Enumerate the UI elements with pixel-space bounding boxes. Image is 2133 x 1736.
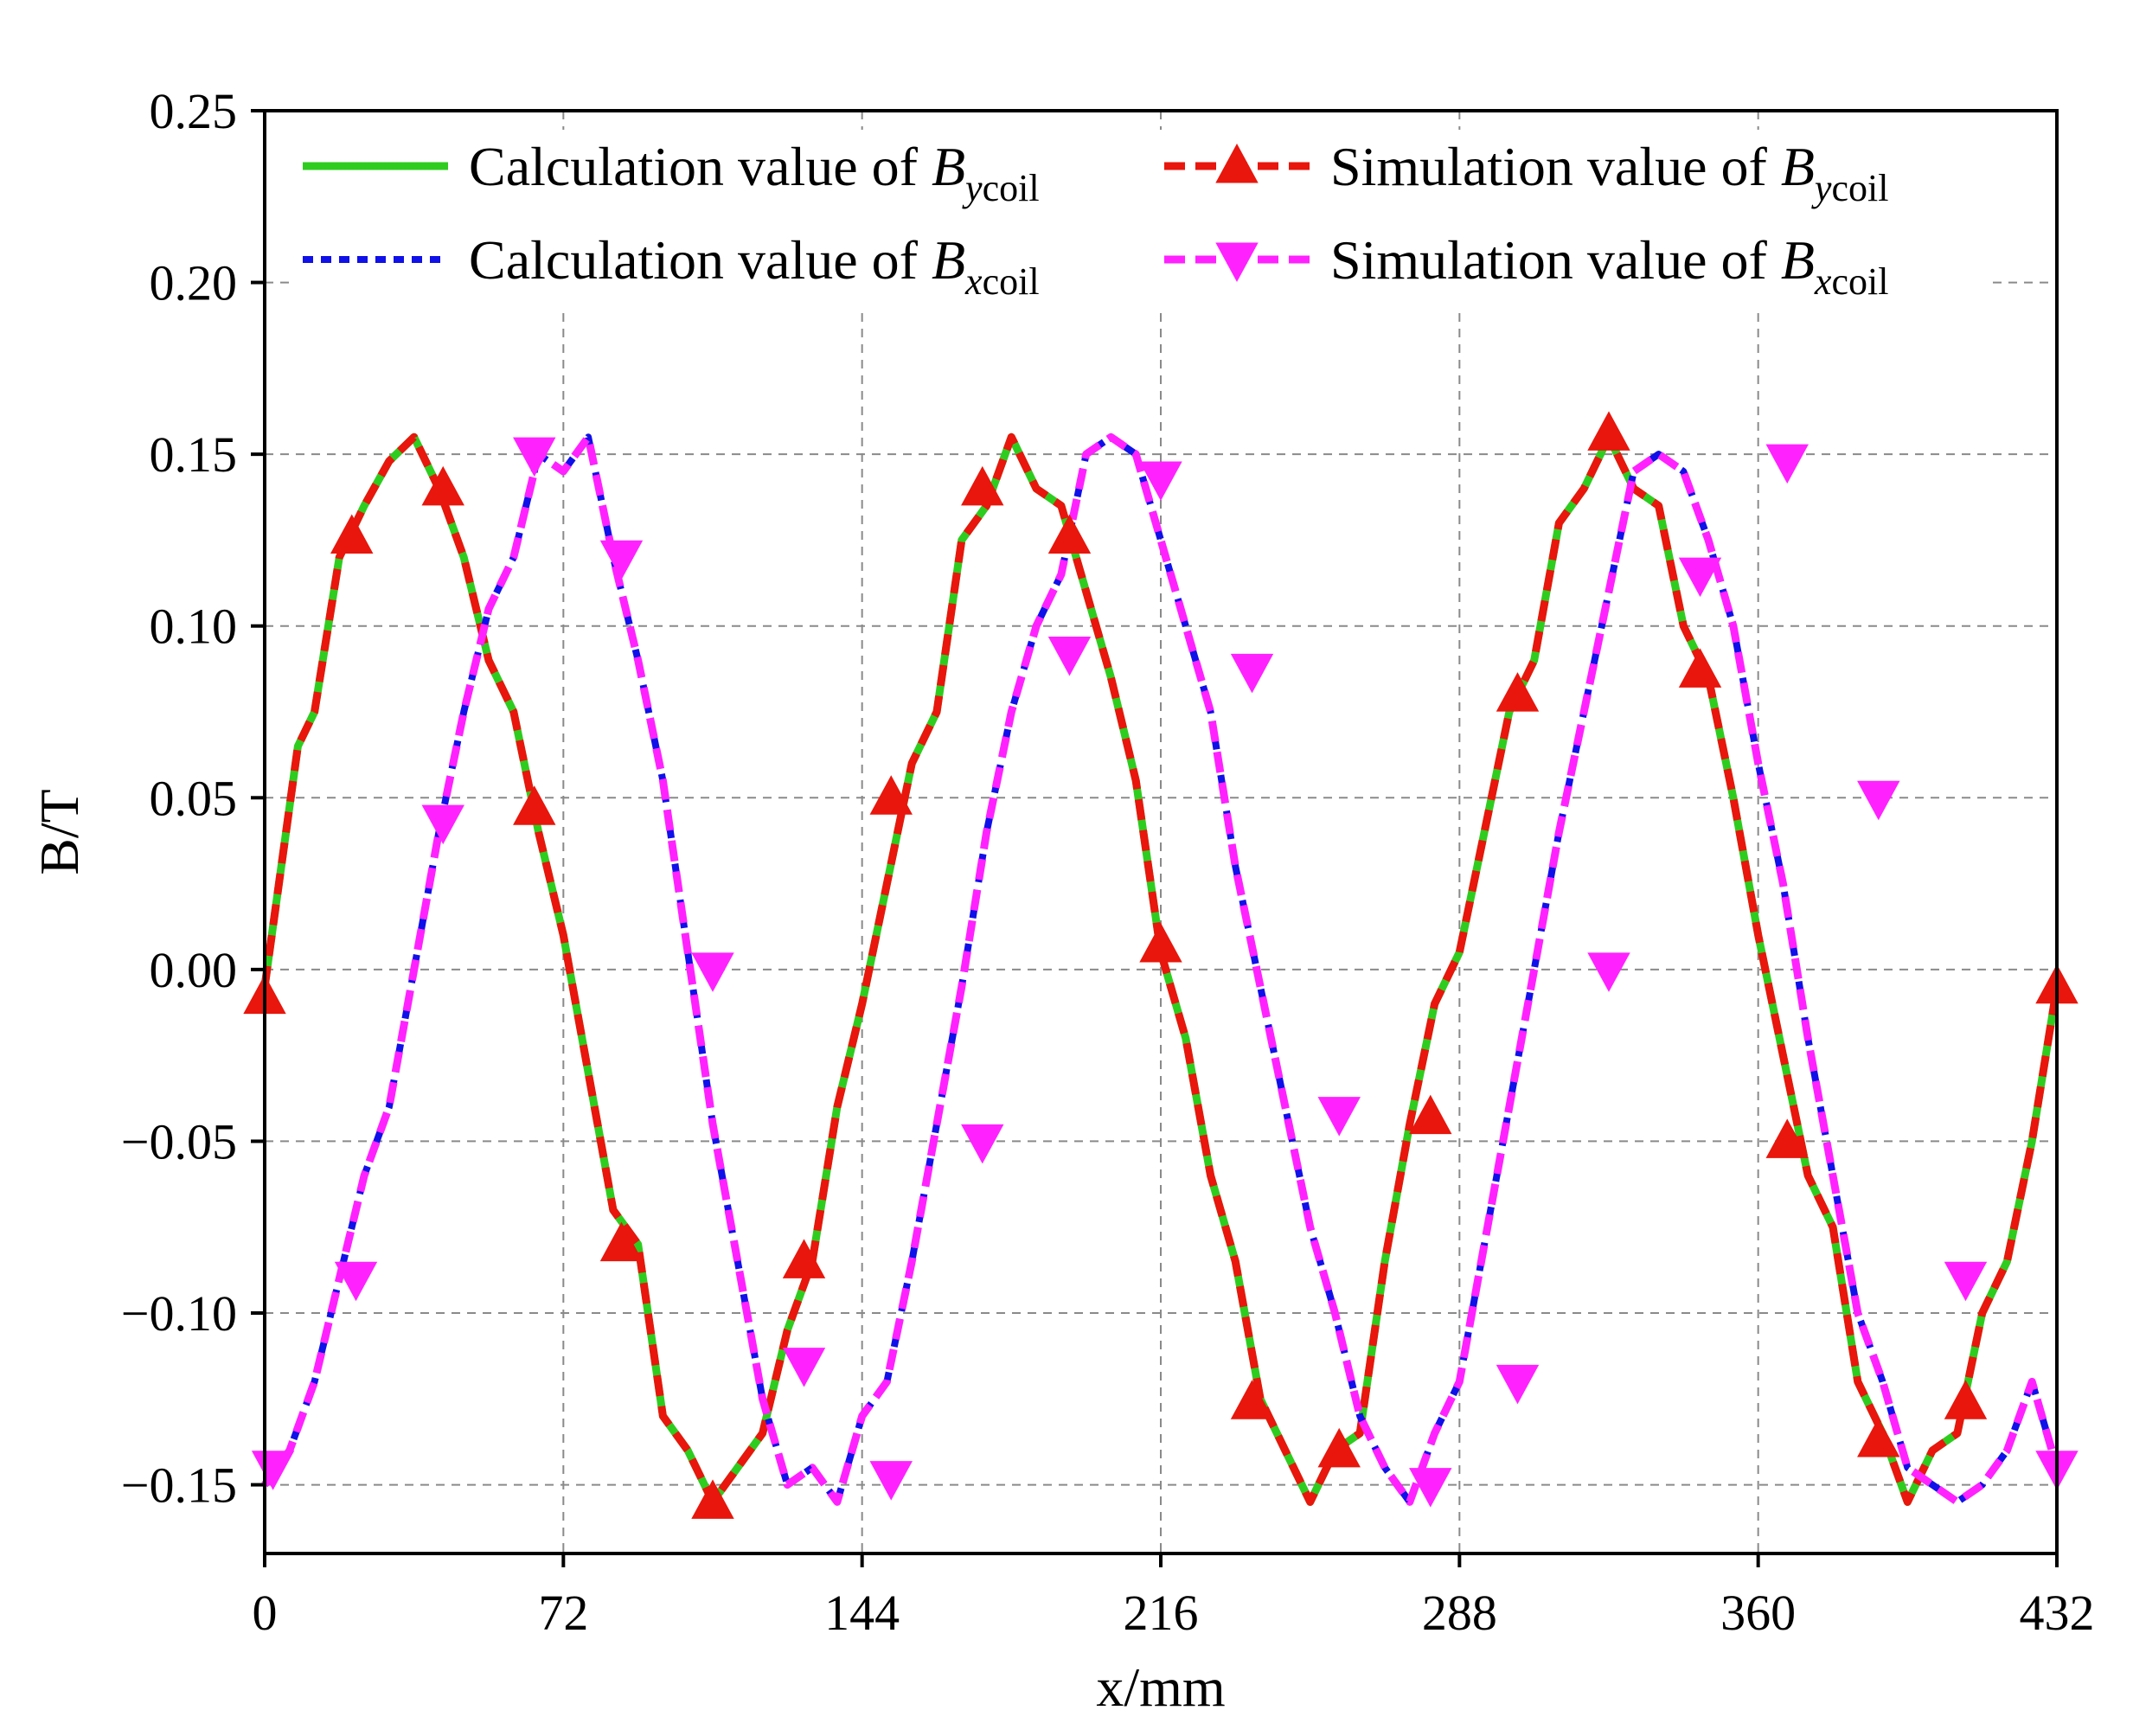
data-point-marker (691, 952, 734, 992)
x-tick-label: 432 (2020, 1585, 2095, 1641)
marker-layer (243, 411, 2079, 1519)
series-line-ycoil-dashed (260, 432, 2061, 1506)
x-tick-label: 216 (1124, 1585, 1199, 1641)
data-point-marker (1765, 1118, 1809, 1158)
data-point-marker (1047, 636, 1092, 676)
data-point-marker (599, 1221, 644, 1262)
data-point-marker (1857, 1417, 1900, 1457)
data-point-marker (599, 540, 644, 580)
data-point-marker (421, 804, 464, 845)
data-point-marker (782, 1239, 826, 1278)
data-point-marker (1139, 461, 1182, 501)
legend-label: Calculation value of Bxcoil (469, 229, 1040, 303)
data-point-marker (1944, 1380, 1988, 1419)
series-layer (260, 432, 2061, 1506)
data-point-marker (330, 514, 374, 554)
data-point-marker (691, 1479, 734, 1519)
data-point-marker (869, 775, 913, 815)
data-point-marker (1496, 672, 1540, 712)
legend-label: Simulation value of Bxcoil (1330, 229, 1888, 303)
data-point-marker (1409, 1094, 1452, 1135)
legend: Calculation value of Bycoil Simulation va… (303, 136, 1888, 303)
x-tick-label: 0 (253, 1585, 278, 1641)
y-tick-label: −0.05 (121, 1113, 237, 1169)
series-line-xcoil-dashed (261, 432, 2061, 1506)
y-tick-label: 0.20 (150, 255, 238, 311)
legend-background (294, 130, 1989, 311)
data-point-marker (1139, 923, 1182, 963)
x-axis-title: x/mm (1096, 1656, 1225, 1718)
y-tick-label: 0.15 (150, 426, 238, 483)
data-point-marker (251, 1451, 295, 1490)
legend-label: Simulation value of Bycoil (1330, 136, 1888, 209)
y-tick-label: 0.05 (150, 770, 238, 826)
data-point-marker (1678, 557, 1722, 598)
data-point-marker (961, 1124, 1004, 1164)
data-point-marker (513, 437, 556, 477)
x-tick-label: 72 (538, 1585, 588, 1641)
data-point-marker (1230, 653, 1274, 694)
data-point-marker (961, 465, 1004, 506)
y-tick-label: −0.10 (121, 1285, 237, 1342)
data-point-marker (1317, 1097, 1361, 1137)
axis-ticks: 0 72 144 216 288 360 432 0.25 0.20 0.15 0.10 0.05 0.… (121, 83, 2095, 1641)
y-tick-label: 0.10 (150, 599, 238, 655)
data-point-marker (1765, 444, 1809, 484)
x-tick-label: 360 (1720, 1585, 1796, 1641)
data-point-marker (334, 1261, 378, 1302)
data-point-marker (1678, 648, 1722, 688)
x-tick-label: 288 (1422, 1585, 1497, 1641)
data-point-marker (1587, 952, 1630, 992)
data-point-marker (513, 785, 556, 825)
data-point-marker (782, 1348, 826, 1387)
y-tick-label: 0.25 (150, 83, 238, 139)
data-point-marker (1944, 1261, 1988, 1302)
data-point-marker (1317, 1427, 1361, 1468)
y-tick-label: 0.00 (150, 942, 238, 998)
data-point-marker (1857, 780, 1900, 821)
x-tick-label: 144 (824, 1585, 900, 1641)
data-point-marker (1587, 411, 1630, 451)
y-tick-label: −0.15 (121, 1457, 237, 1514)
grid (265, 111, 2057, 1553)
legend-marker (1215, 242, 1259, 282)
y-axis-title: B/T (29, 789, 90, 875)
data-point-marker (1047, 514, 1092, 554)
data-point-marker (1496, 1364, 1540, 1405)
data-point-marker (421, 465, 464, 506)
data-point-marker (1409, 1468, 1452, 1508)
data-point-marker (869, 1461, 913, 1501)
data-point-marker (1230, 1380, 1274, 1419)
legend-label: Calculation value of Bycoil (469, 136, 1040, 209)
legend-marker (1215, 144, 1259, 183)
